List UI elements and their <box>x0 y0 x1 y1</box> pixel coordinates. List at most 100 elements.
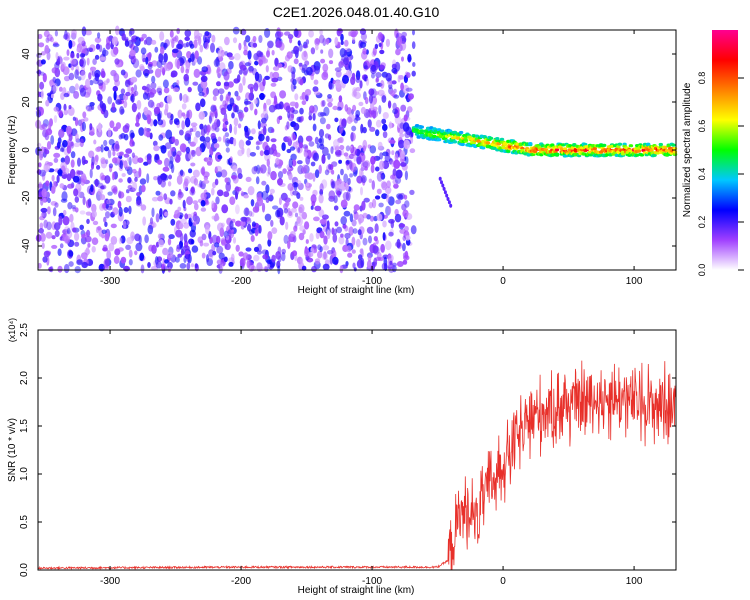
spectrogram-cell <box>291 207 297 213</box>
spectrogram-cell <box>143 106 149 116</box>
spectrogram-cell <box>321 214 329 220</box>
spectrogram-cell <box>128 156 132 166</box>
spectrogram-cell <box>74 241 80 247</box>
spectrogram-cell <box>57 248 62 256</box>
y-tick-label: 2.5 <box>19 323 30 337</box>
spectrogram-cell <box>259 92 265 101</box>
spectrogram-cell <box>305 94 309 102</box>
spectrogram-cell <box>102 244 108 251</box>
spectrogram-cell <box>143 39 147 45</box>
spectrogram-cell <box>159 31 165 41</box>
spectrogram-cell <box>262 58 268 64</box>
spectrogram-cell <box>350 162 357 173</box>
spectrogram-cell <box>164 103 169 112</box>
spectrogram-cell <box>210 42 215 53</box>
spectrogram-cell <box>404 235 411 241</box>
snr-x-ticks: -300 -200 -100 0 100 <box>100 330 643 587</box>
spectrogram-cell <box>298 204 305 214</box>
colorbar-tick-label: 0.4 <box>697 168 707 181</box>
spectrogram-cell <box>57 109 64 116</box>
spectrogram-cell <box>66 49 70 56</box>
spectrogram-cell <box>376 188 382 195</box>
spectrogram-cell <box>292 201 299 209</box>
spectrogram-cell <box>160 66 165 73</box>
spectrogram-cell <box>210 132 216 139</box>
spectrogram-cell <box>322 146 329 156</box>
spectrogram-cell <box>302 44 309 49</box>
spectrogram-cell <box>328 60 334 65</box>
spectrogram-cell <box>271 49 275 56</box>
spectrogram-cell <box>132 58 140 69</box>
snr-series-line <box>37 360 677 571</box>
spectrogram-cell <box>323 251 327 260</box>
spectrogram-cell <box>370 164 375 174</box>
spectrogram-cell <box>245 140 251 146</box>
spectrogram-cell <box>288 173 293 178</box>
spectrogram-cell <box>58 128 65 138</box>
spectrogram-cell <box>395 169 403 179</box>
spectrogram-cell <box>221 239 226 246</box>
colorbar-tick-label: 0.0 <box>697 264 707 277</box>
spectrogram-cell <box>146 114 152 125</box>
spectrogram-cell <box>104 175 111 184</box>
spectrogram-cell <box>182 199 186 209</box>
spectrogram-cell <box>52 76 57 83</box>
spectrogram-cell <box>190 212 195 223</box>
spectrogram-cell <box>359 28 367 35</box>
spectrogram-cell <box>106 36 111 46</box>
spectrogram-cell <box>395 48 401 56</box>
spectrogram-cell <box>592 147 597 151</box>
spectrogram-cell <box>671 143 676 147</box>
spectrogram-cell <box>403 114 408 122</box>
spectrogram-cell <box>217 50 222 58</box>
spectrogram-cell <box>138 127 145 136</box>
spectrogram-cell <box>387 254 394 262</box>
spectrogram-cell <box>180 218 187 224</box>
spectrogram-cell <box>308 141 315 147</box>
spectrogram-cell <box>232 165 238 172</box>
spectrogram-cell <box>294 212 299 218</box>
spectrogram-cell <box>183 233 188 243</box>
spectrogram-cell <box>91 237 99 245</box>
spectrogram-cell <box>275 209 281 218</box>
spectrogram-cell <box>158 90 163 96</box>
spectrogram-cell <box>223 256 228 263</box>
spectrogram-cell <box>271 143 277 152</box>
spectrogram-cell <box>40 212 44 219</box>
spectrogram-cell <box>133 90 139 96</box>
spectrogram-cell <box>377 257 384 262</box>
spectrogram-cell <box>402 209 409 218</box>
spectrogram-cell <box>164 211 169 217</box>
spectrogram-cell <box>38 42 45 48</box>
spectrogram-cell <box>140 184 146 193</box>
spectrogram-cell <box>179 169 184 176</box>
spectrogram-cell <box>379 65 386 70</box>
spectrogram-cell <box>247 136 254 141</box>
spectrogram-cell <box>278 115 283 121</box>
spectrogram-cell <box>63 109 69 116</box>
spectrogram-cell <box>263 149 270 156</box>
spectrogram-cell <box>235 244 240 252</box>
spectrogram-cell <box>340 199 348 208</box>
spectrogram-cell <box>189 43 195 49</box>
spectrogram-cell <box>305 239 309 244</box>
spectrogram-cell <box>602 143 607 147</box>
spectrogram-cell <box>69 168 76 179</box>
spectrogram-cell <box>184 213 189 220</box>
spectrogram-cell <box>397 74 401 83</box>
spectrogram-cell <box>151 75 156 84</box>
spectrogram-cell <box>351 249 356 254</box>
spectrogram-cell <box>369 145 377 154</box>
spectrogram-cell <box>335 80 341 88</box>
spectrogram-cell <box>179 244 184 250</box>
spectrogram-cell <box>320 58 326 64</box>
spectrogram-cell <box>266 263 271 268</box>
spectrogram-cell <box>53 106 59 112</box>
spectrogram-x-axis-label: Height of straight line (km) <box>298 285 415 296</box>
spectrogram-cell <box>44 149 50 155</box>
spectrogram-cell <box>436 128 442 132</box>
spectrogram-cell <box>438 176 442 181</box>
spectrogram-cell <box>419 125 424 129</box>
spectrogram-cell <box>52 181 57 190</box>
spectrogram-cell <box>300 258 304 266</box>
